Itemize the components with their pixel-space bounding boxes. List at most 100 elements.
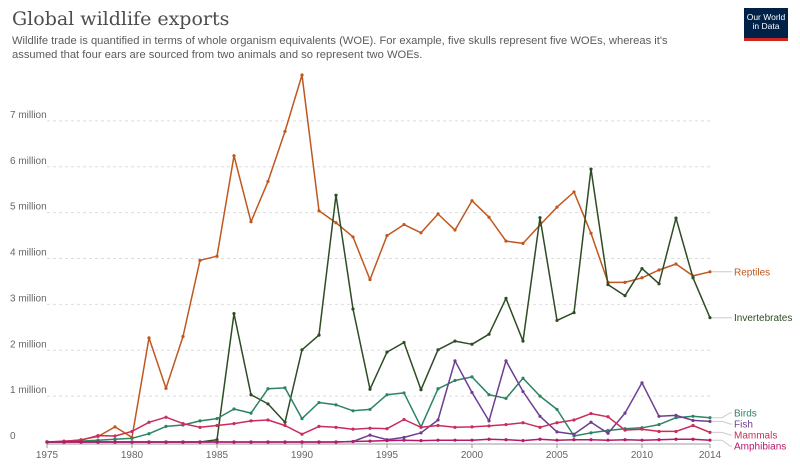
amphibians-point[interactable] xyxy=(198,440,202,444)
amphibians-point[interactable] xyxy=(538,437,542,441)
reptiles-point[interactable] xyxy=(215,254,219,258)
label-amphibians[interactable]: Amphibians xyxy=(734,442,786,453)
fish-point[interactable] xyxy=(674,413,678,417)
invertebrates-point[interactable] xyxy=(589,167,593,171)
birds-point[interactable] xyxy=(555,407,559,412)
mammals-point[interactable] xyxy=(572,418,576,422)
birds-point[interactable] xyxy=(283,386,287,390)
birds-point[interactable] xyxy=(402,391,406,395)
reptiles-point[interactable] xyxy=(640,276,644,280)
amphibians-point[interactable] xyxy=(368,439,372,443)
birds-point[interactable] xyxy=(691,414,695,418)
invertebrates-point[interactable] xyxy=(555,318,559,323)
fish-point[interactable] xyxy=(419,431,423,435)
invertebrates-line[interactable] xyxy=(47,168,711,443)
mammals-point[interactable] xyxy=(351,427,355,431)
amphibians-point[interactable] xyxy=(181,440,185,444)
amphibians-point[interactable] xyxy=(555,438,559,442)
birds-point[interactable] xyxy=(334,403,338,407)
reptiles-point[interactable] xyxy=(402,222,406,227)
invertebrates-point[interactable] xyxy=(453,339,457,343)
label-invertebrates[interactable]: Invertebrates xyxy=(734,313,792,324)
mammals-point[interactable] xyxy=(487,424,491,428)
amphibians-point[interactable] xyxy=(113,440,117,444)
mammals-point[interactable] xyxy=(113,434,117,438)
reptiles-point[interactable] xyxy=(198,258,202,262)
label-birds[interactable]: Birds xyxy=(734,409,757,420)
amphibians-point[interactable] xyxy=(606,438,610,442)
mammals-point[interactable] xyxy=(368,426,372,430)
invertebrates-point[interactable] xyxy=(249,393,253,397)
owid-logo[interactable]: Our World in Data xyxy=(744,8,788,38)
fish-point[interactable] xyxy=(368,433,372,437)
birds-point[interactable] xyxy=(317,400,321,405)
mammals-point[interactable] xyxy=(147,420,151,424)
reptiles-point[interactable] xyxy=(521,241,525,245)
birds-point[interactable] xyxy=(266,387,270,391)
invertebrates-point[interactable] xyxy=(640,266,644,271)
invertebrates-point[interactable] xyxy=(572,311,576,315)
mammals-point[interactable] xyxy=(96,433,100,438)
amphibians-point[interactable] xyxy=(419,439,423,443)
reptiles-point[interactable] xyxy=(385,233,389,238)
mammals-point[interactable] xyxy=(283,423,287,428)
reptiles-point[interactable] xyxy=(147,336,151,340)
amphibians-point[interactable] xyxy=(232,440,236,444)
invertebrates-point[interactable] xyxy=(351,307,355,311)
mammals-point[interactable] xyxy=(385,427,389,431)
mammals-point[interactable] xyxy=(402,417,406,422)
birds-point[interactable] xyxy=(385,393,389,397)
reptiles-point[interactable] xyxy=(300,73,304,77)
mammals-point[interactable] xyxy=(470,425,474,429)
invertebrates-point[interactable] xyxy=(215,438,219,442)
invertebrates-point[interactable] xyxy=(606,283,610,287)
birds-point[interactable] xyxy=(708,416,712,420)
reptiles-point[interactable] xyxy=(351,235,355,239)
birds-line[interactable] xyxy=(47,376,711,443)
amphibians-point[interactable] xyxy=(487,437,491,441)
mammals-point[interactable] xyxy=(164,415,168,419)
reptiles-point[interactable] xyxy=(487,215,491,219)
fish-point[interactable] xyxy=(487,419,491,423)
fish-point[interactable] xyxy=(470,390,474,395)
amphibians-point[interactable] xyxy=(215,440,219,444)
label-fish[interactable]: Fish xyxy=(734,420,753,431)
invertebrates-point[interactable] xyxy=(419,388,423,392)
invertebrates-point[interactable] xyxy=(232,311,236,316)
invertebrates-point[interactable] xyxy=(266,402,270,406)
mammals-point[interactable] xyxy=(266,418,270,422)
mammals-point[interactable] xyxy=(521,421,525,425)
invertebrates-point[interactable] xyxy=(623,294,627,298)
mammals-point[interactable] xyxy=(674,429,678,434)
amphibians-point[interactable] xyxy=(521,439,525,443)
invertebrates-point[interactable] xyxy=(470,342,474,346)
mammals-point[interactable] xyxy=(130,429,134,434)
invertebrates-point[interactable] xyxy=(436,348,440,352)
amphibians-point[interactable] xyxy=(300,440,304,444)
mammals-line[interactable] xyxy=(46,412,711,443)
invertebrates-point[interactable] xyxy=(504,296,508,301)
fish-point[interactable] xyxy=(555,430,559,434)
invertebrates-point[interactable] xyxy=(487,332,491,336)
birds-point[interactable] xyxy=(249,411,253,415)
invertebrates-point[interactable] xyxy=(708,316,712,320)
amphibians-point[interactable] xyxy=(589,438,593,442)
reptiles-point[interactable] xyxy=(419,231,423,235)
amphibians-point[interactable] xyxy=(130,440,134,444)
amphibians-line[interactable] xyxy=(47,438,711,443)
fish-point[interactable] xyxy=(436,418,440,422)
amphibians-point[interactable] xyxy=(351,439,355,444)
mammals-point[interactable] xyxy=(300,432,304,436)
mammals-point[interactable] xyxy=(419,425,423,429)
reptiles-point[interactable] xyxy=(708,270,712,274)
reptiles-point[interactable] xyxy=(470,199,474,203)
mammals-point[interactable] xyxy=(691,423,695,428)
invertebrates-point[interactable] xyxy=(674,216,678,220)
amphibians-point[interactable] xyxy=(96,440,100,444)
reptiles-point[interactable] xyxy=(232,154,236,158)
amphibians-point[interactable] xyxy=(266,440,270,444)
amphibians-point[interactable] xyxy=(640,438,644,442)
series-birds[interactable] xyxy=(45,375,712,444)
reptiles-point[interactable] xyxy=(283,129,287,134)
birds-point[interactable] xyxy=(589,431,593,435)
